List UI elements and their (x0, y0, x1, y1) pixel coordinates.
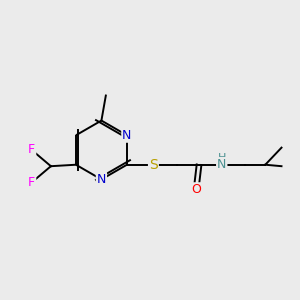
Text: O: O (191, 183, 201, 196)
Text: F: F (28, 143, 35, 157)
Text: N: N (97, 173, 106, 186)
Text: F: F (28, 176, 35, 189)
Text: N: N (217, 158, 226, 171)
Text: N: N (122, 129, 132, 142)
Text: H: H (218, 153, 226, 163)
Text: S: S (149, 158, 158, 172)
